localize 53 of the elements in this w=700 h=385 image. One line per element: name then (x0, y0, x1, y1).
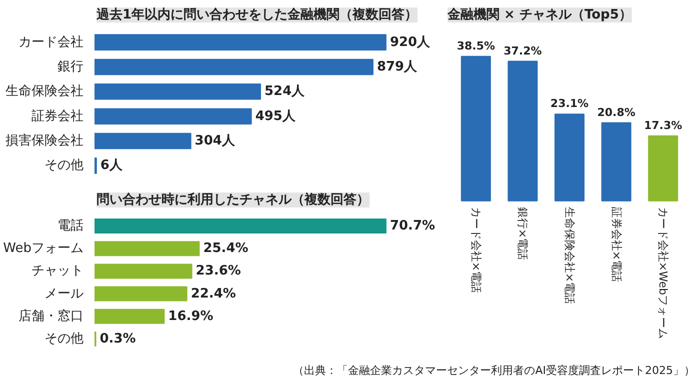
y-tick-label: 生命保険会社 (6, 84, 84, 100)
bar (94, 34, 386, 50)
bar (601, 122, 632, 202)
data-label: 495人 (255, 108, 296, 124)
bar (94, 218, 386, 234)
text: （出典：「金融企業カスタマーセンター利用者のAI受容度調査レポート2025」） (292, 363, 695, 379)
bar (94, 286, 188, 302)
data-label: 23.1% (550, 97, 589, 110)
chart-title: 金融機関 × チャネル（Top5） (446, 8, 632, 22)
data-label: 304人 (194, 134, 236, 149)
data-label: 524人 (264, 84, 306, 100)
y-tick-label: その他 (44, 158, 84, 174)
y-tick-label: 損害保険会社 (6, 132, 84, 149)
bar (94, 132, 192, 150)
data-label: 37.2% (504, 44, 542, 58)
bar (460, 56, 491, 202)
x-tick-label: 銀行×電話 (516, 206, 530, 260)
y-tick-label: Webフォーム (3, 241, 84, 256)
data-label: 16.9% (168, 308, 214, 324)
bar (94, 264, 192, 279)
x-tick-label: 生命保険会社×電話 (563, 206, 576, 304)
data-label: 17.3% (644, 118, 682, 132)
bar (554, 114, 585, 202)
y-tick-label: チャット (32, 264, 84, 279)
bar (94, 58, 374, 76)
x-tick-label: 証券会社×電話 (610, 206, 623, 282)
y-tick-label: メール (44, 286, 84, 302)
bar (94, 84, 261, 100)
data-label: 70.7% (390, 218, 436, 234)
y-tick-label: 銀行 (58, 59, 84, 74)
chart-title: 過去1年以内に問い合わせをした金融機関（複数回答） (96, 6, 418, 22)
bar (94, 308, 165, 324)
y-tick-label: 電話 (58, 218, 84, 234)
data-label: 22.4% (190, 286, 236, 302)
data-label: 879人 (376, 59, 418, 74)
x-tick-label: カード会社×Webフォーム (656, 206, 670, 340)
data-label: 23.6% (196, 264, 241, 279)
x-tick-label: カード会社×電話 (469, 206, 482, 294)
bar (94, 108, 252, 124)
y-tick-label: カード会社 (18, 34, 84, 50)
data-label: 6人 (100, 158, 124, 174)
data-label: 38.5% (456, 39, 496, 52)
bar (508, 60, 538, 202)
chart-title: 問い合わせ時に利用したチャネル（複数回答） (96, 192, 370, 208)
bar (94, 241, 200, 256)
y-tick-label: 証券会社 (32, 108, 84, 124)
data-label: 0.3% (100, 331, 136, 346)
y-tick-label: 店舗・窓口 (18, 308, 84, 324)
data-label: 920人 (390, 34, 432, 50)
bar (648, 135, 678, 202)
y-tick-label: その他 (44, 331, 84, 346)
data-label: 25.4% (203, 241, 248, 256)
data-label: 20.8% (597, 106, 636, 119)
